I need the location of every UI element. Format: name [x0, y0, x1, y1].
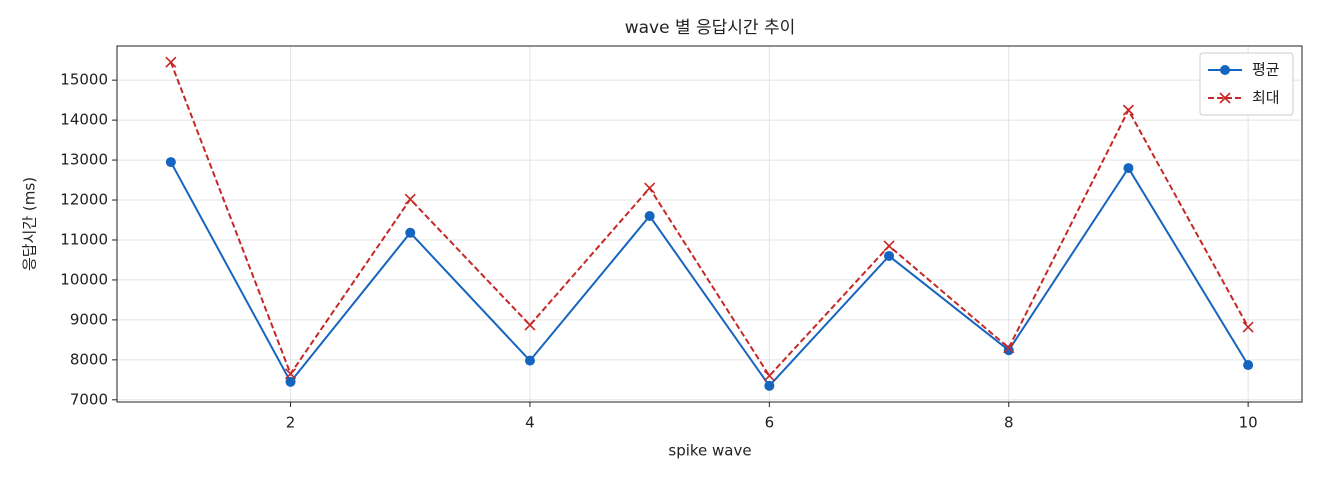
legend-marker	[1220, 65, 1230, 75]
y-tick-label: 13000	[60, 151, 108, 169]
point	[763, 370, 775, 382]
x-axis-label: spike wave	[668, 442, 751, 460]
point	[165, 56, 177, 68]
point	[644, 211, 655, 222]
y-tick-label: 9000	[70, 310, 108, 328]
point	[883, 240, 895, 252]
point	[1003, 342, 1015, 354]
x-tick-label: 4	[525, 414, 535, 432]
y-tick-label: 11000	[60, 230, 108, 248]
point	[284, 368, 297, 380]
y-tick-label: 10000	[60, 270, 108, 288]
point	[1122, 104, 1135, 116]
point	[285, 376, 296, 387]
point	[165, 157, 176, 168]
y-tick-label: 14000	[60, 111, 108, 129]
point	[405, 227, 416, 238]
point	[1243, 360, 1254, 371]
y-tick-label: 15000	[60, 71, 108, 89]
point	[524, 355, 535, 366]
y-tick-label: 8000	[70, 350, 108, 368]
point	[764, 380, 775, 391]
plot-frame	[116, 45, 1303, 403]
point	[1242, 321, 1254, 333]
legend-label: 평균	[1252, 61, 1280, 79]
point	[1003, 345, 1014, 356]
chart-title: wave 별 응답시간 추이	[625, 18, 796, 38]
y-axis-label: 응답시간 (ms)	[21, 177, 39, 271]
point	[644, 182, 656, 194]
series-line	[169, 61, 1250, 378]
series-line	[169, 161, 1249, 388]
x-tick-label: 2	[286, 414, 296, 432]
point	[524, 319, 536, 331]
point	[884, 250, 895, 261]
legend-marker	[1219, 92, 1231, 104]
x-tick-label: 6	[765, 414, 775, 432]
y-tick-label: 7000	[70, 390, 108, 408]
point	[404, 193, 416, 205]
y-tick-label: 12000	[60, 191, 108, 209]
legend-label: 최대	[1252, 89, 1280, 107]
x-tick-label: 10	[1239, 414, 1258, 432]
point	[1123, 163, 1134, 174]
x-tick-label: 8	[1004, 414, 1014, 432]
